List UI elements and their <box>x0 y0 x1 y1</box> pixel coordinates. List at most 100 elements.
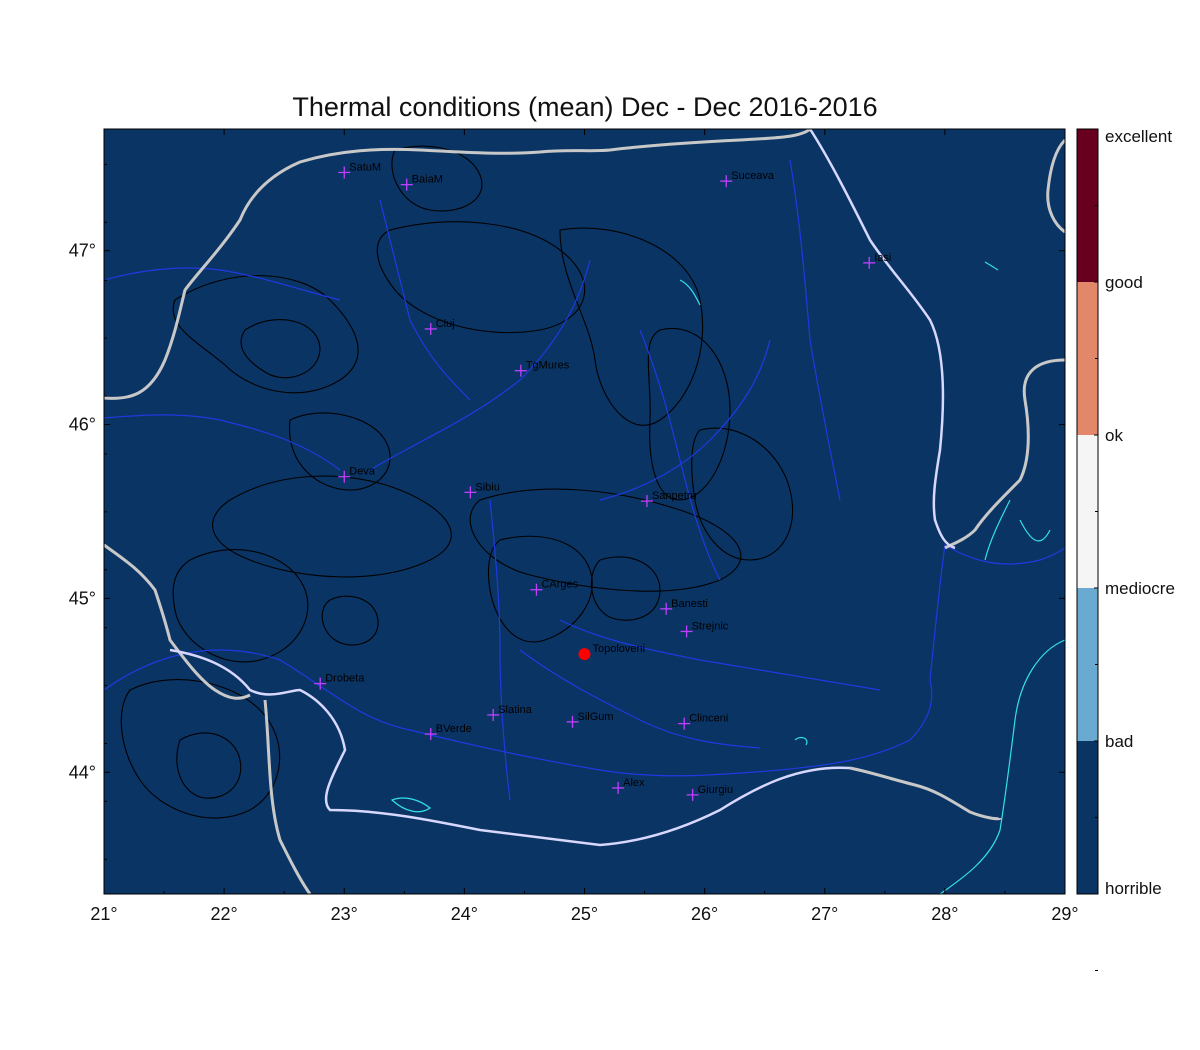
legend-color-band <box>1077 741 1098 895</box>
river-line <box>559 619 881 691</box>
station-label: Sibiu <box>475 481 499 493</box>
river-line <box>104 267 341 301</box>
x-tick-label: 28° <box>931 904 958 924</box>
contour-line <box>391 145 483 212</box>
rivers <box>104 159 1065 801</box>
contour-line <box>591 556 661 621</box>
highlight-marker <box>578 648 591 661</box>
lake-outline <box>939 639 1065 894</box>
station-label: BaiaM <box>412 174 443 186</box>
contour-line <box>376 221 586 334</box>
x-tick-label: 29° <box>1051 904 1078 924</box>
legend-label: excellent <box>1105 127 1172 146</box>
contour-line <box>120 679 281 819</box>
y-tick-label: 45° <box>69 588 96 608</box>
contour-line <box>240 319 321 379</box>
station-label: Giurgiu <box>698 784 733 796</box>
page-title: Thermal conditions (mean) Dec - Dec 2016… <box>292 92 878 122</box>
station-marker: BVerde <box>424 723 472 741</box>
legend-colorbar: excellent good ok mediocre bad horrible <box>1076 127 1175 971</box>
station-label: Drobeta <box>325 673 365 685</box>
x-tick-label: 23° <box>331 904 358 924</box>
station-label: Deva <box>349 466 376 478</box>
border-line <box>944 358 1065 550</box>
x-tick-label: 27° <box>811 904 838 924</box>
station-marker: SilGum <box>566 711 614 728</box>
station-marker: Cluj <box>424 318 455 335</box>
station-marker: Deva <box>338 466 376 483</box>
station-label: Alex <box>623 777 645 789</box>
station-marker: TgMures <box>514 360 570 377</box>
river-line <box>639 329 721 581</box>
legend-color-band <box>1077 282 1098 436</box>
elevation-contours <box>120 145 794 819</box>
station-marker: BaiaM <box>400 174 443 191</box>
legend-label: bad <box>1105 732 1133 751</box>
axis-ticks: 21° 22° 23° 24° 25° 26° 27° 28° 29° 44° 45° 46° 47° <box>69 129 1079 924</box>
river-line <box>489 499 511 801</box>
map-layers: SatuM BaiaM Suceava Iasi Cluj TgMures Deva Sibi… <box>104 129 1065 894</box>
station-marker: Drobeta <box>314 673 365 690</box>
station-marker: Strejnic <box>680 620 729 638</box>
contour-line <box>691 427 794 561</box>
contour-line <box>647 327 731 501</box>
legend-label: mediocre <box>1105 579 1175 598</box>
y-tick-label: 44° <box>69 762 96 782</box>
x-tick-label: 24° <box>451 904 478 924</box>
x-tick-label: 22° <box>211 904 238 924</box>
map-background <box>104 129 1065 894</box>
station-label: SilGum <box>577 711 613 723</box>
border-line <box>104 543 251 700</box>
border-line <box>104 129 812 400</box>
station-marker: Slatina <box>487 704 533 721</box>
lake-outline <box>984 499 1051 561</box>
river-line <box>929 544 1065 681</box>
country-borders <box>104 129 1065 894</box>
legend-color-band <box>1077 435 1098 589</box>
station-marker: CArges <box>530 579 579 596</box>
legend-color-band <box>1077 129 1098 283</box>
station-marker: Suceava <box>720 170 775 188</box>
station-marker: Iasi <box>863 252 891 269</box>
x-tick-label: 21° <box>90 904 117 924</box>
y-tick-label: 46° <box>69 415 96 435</box>
station-label: CArges <box>541 579 578 591</box>
station-label: Strejnic <box>692 620 729 632</box>
river-line <box>104 414 341 471</box>
x-tick-label: 26° <box>691 904 718 924</box>
lakes-and-coast <box>390 261 1065 894</box>
border-line <box>263 699 312 894</box>
river-line <box>104 649 933 777</box>
contour-line <box>559 227 704 426</box>
highlight-label: Topoloveni <box>593 643 646 655</box>
contour-line <box>176 732 242 799</box>
station-label: Suceava <box>731 170 775 182</box>
contour-line <box>172 275 359 394</box>
station-marker: Sanpetru <box>640 490 697 508</box>
legend-label: horrible <box>1105 879 1162 898</box>
lake-outline <box>679 279 701 306</box>
station-marker: SatuM <box>338 161 381 179</box>
eastern-border <box>808 129 956 550</box>
station-label: Banesti <box>671 598 708 610</box>
station-marker: Giurgiu <box>686 784 733 801</box>
legend-label: ok <box>1105 426 1123 445</box>
station-label: Clinceni <box>689 713 728 725</box>
station-label: Cluj <box>436 318 455 330</box>
lake-outline <box>390 797 432 813</box>
station-label: TgMures <box>526 360 570 372</box>
station-label: Sanpetru <box>652 490 697 502</box>
y-tick-label: 47° <box>69 241 96 261</box>
station-marker: Clinceni <box>678 713 728 730</box>
station-label: Slatina <box>498 704 533 716</box>
river-line <box>599 339 771 501</box>
station-label: SatuM <box>349 161 381 173</box>
x-tick-label: 25° <box>571 904 598 924</box>
contour-line <box>321 595 379 646</box>
border-line <box>1046 138 1065 234</box>
lake-outline <box>984 261 999 271</box>
stations: SatuM BaiaM Suceava Iasi Cluj TgMures Deva Sibi… <box>314 161 891 801</box>
legend-color-band <box>1077 588 1098 742</box>
river-line <box>519 649 761 749</box>
contour-line <box>487 535 593 643</box>
